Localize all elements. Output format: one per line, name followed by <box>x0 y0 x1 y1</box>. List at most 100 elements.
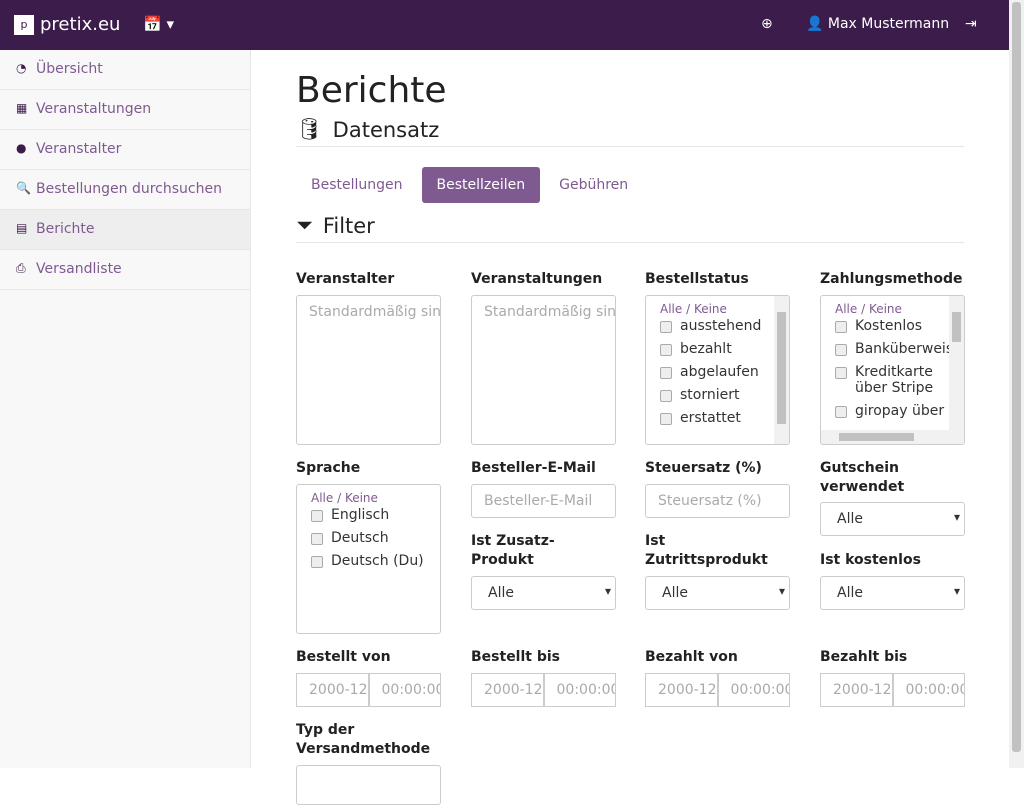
table-icon: ▤ <box>16 221 28 235</box>
events-placeholder: Standardmäßig sind alle ausgewählt <box>484 304 616 320</box>
voucher-select[interactable]: Alle <box>820 502 965 536</box>
organizer-label: Veranstalter <box>296 271 395 287</box>
brand-name: pretix.eu <box>40 14 121 35</box>
tab-fees[interactable]: Gebühren <box>559 177 629 193</box>
filter-icon: ⏷ <box>296 213 313 237</box>
tab-orders[interactable]: Bestellungen <box>311 177 403 193</box>
sidebar-item-label: Veranstalter <box>36 141 122 157</box>
filter-label: Filter <box>322 213 375 238</box>
sidebar-item-events[interactable]: ▦ Veranstaltungen <box>0 90 250 130</box>
free-select[interactable]: Alle <box>820 576 965 610</box>
sidebar-item-overview[interactable]: ◔ Übersicht <box>0 50 250 90</box>
events-label: Veranstaltungen <box>471 271 603 287</box>
page-title: Berichte <box>296 70 447 111</box>
status-label: Bestellstatus <box>645 271 749 287</box>
paid-to-date[interactable]: 2000-12-31 <box>820 673 893 707</box>
language-option[interactable]: Deutsch <box>311 530 426 546</box>
page-scrollbar[interactable] <box>1009 0 1024 768</box>
language-option[interactable]: Deutsch (Du) <box>311 553 426 569</box>
scrollbar[interactable] <box>774 296 789 444</box>
sidebar-item-label: Übersicht <box>36 61 103 77</box>
events-select[interactable]: Standardmäßig sind alle ausgewählt <box>471 295 616 445</box>
payment-checklist[interactable]: Alle / Keine Kostenlos Banküberweisung K… <box>820 295 965 445</box>
sidebar-item-reports[interactable]: ▤ Berichte <box>0 210 250 250</box>
ordered-to-date[interactable]: 2000-12-31 <box>471 673 544 707</box>
dataset-label: Datensatz <box>332 117 440 142</box>
horizontal-scrollbar[interactable] <box>821 430 951 444</box>
select-all-link[interactable]: Alle <box>660 302 683 316</box>
ordered-to-label: Bestellt bis <box>471 649 561 665</box>
main-content: Berichte 🛢 Datensatz Bestellungen Bestell… <box>296 50 965 805</box>
voucher-label: Gutschein verwendet <box>820 460 905 495</box>
dataset-tabs: Bestellungen Bestellzeilen Gebühren <box>296 167 964 203</box>
status-option[interactable]: abgelaufen <box>660 364 775 380</box>
ordered-from-time[interactable]: 00:00:00 <box>368 673 441 707</box>
help-lifebuoy-icon[interactable]: ⊕ <box>761 16 773 32</box>
tax-rate-input[interactable]: Steuersatz (%) <box>645 484 790 518</box>
sidebar-item-organizers[interactable]: ● Veranstalter <box>0 130 250 170</box>
logout-icon[interactable]: ⇥ <box>965 16 977 32</box>
select-all-link[interactable]: Alle <box>311 491 334 505</box>
status-option[interactable]: bezahlt <box>660 341 775 357</box>
organizer-select[interactable]: Standardmäßig sind alle ausgewählt <box>296 295 441 445</box>
payment-option[interactable]: Kreditkarte über Stripe <box>835 364 950 396</box>
sidebar-item-label: Berichte <box>36 221 95 237</box>
print-icon: ⎙ <box>16 261 26 275</box>
language-option[interactable]: Englisch <box>311 507 426 523</box>
sidebar-item-label: Bestellungen durchsuchen <box>36 181 222 197</box>
payment-label: Zahlungsmethode <box>820 271 963 287</box>
users-icon: ● <box>16 141 27 155</box>
admission-label: Ist Zutrittsprodukt <box>645 533 768 568</box>
ordered-from-label: Bestellt von <box>296 649 391 665</box>
shipping-label: Typ der Versandmethode <box>296 722 431 757</box>
select-all-link[interactable]: Alle <box>835 302 858 316</box>
pretix-logo-icon: p <box>14 14 34 35</box>
sidebar-item-label: Veranstaltungen <box>36 101 152 117</box>
admission-select[interactable]: Alle <box>645 576 790 610</box>
search-icon: 🔍 <box>16 181 31 195</box>
paid-to-time[interactable]: 00:00:00 <box>892 673 965 707</box>
event-calendar-dropdown[interactable]: 📅 ▾ <box>143 15 174 33</box>
language-label: Sprache <box>296 460 361 476</box>
sidebar-item-search-orders[interactable]: 🔍 Bestellungen durchsuchen <box>0 170 250 210</box>
ordered-from-date[interactable]: 2000-12-31 <box>296 673 369 707</box>
sidebar: ◔ Übersicht ▦ Veranstaltungen ● Veranstalte… <box>0 50 251 768</box>
paid-from-date[interactable]: 2000-12-31 <box>645 673 718 707</box>
payment-option[interactable]: giropay über <box>835 403 950 419</box>
calendar-icon: ▦ <box>16 101 28 115</box>
payment-option[interactable]: Kostenlos <box>835 318 950 334</box>
paid-to-label: Bezahlt bis <box>820 649 908 665</box>
language-checklist[interactable]: Alle / Keine Englisch Deutsch Deutsch (D… <box>296 484 441 634</box>
user-menu[interactable]: 👤 Max Mustermann <box>806 16 949 32</box>
email-input[interactable]: Besteller-E-Mail <box>471 484 616 518</box>
sidebar-item-shipping-list[interactable]: ⎙ Versandliste <box>0 250 250 290</box>
dashboard-icon: ◔ <box>16 61 27 75</box>
email-label: Besteller-E-Mail <box>471 460 596 476</box>
select-none-link[interactable]: Keine <box>868 302 902 316</box>
scrollbar[interactable] <box>949 296 964 444</box>
shipping-select[interactable] <box>296 765 441 805</box>
payment-option[interactable]: Banküberweisung <box>835 341 964 357</box>
user-name: Max Mustermann <box>827 16 950 32</box>
brand-link[interactable]: p pretix.eu <box>14 14 120 35</box>
sidebar-item-label: Versandliste <box>36 261 122 277</box>
paid-from-label: Bezahlt von <box>645 649 738 665</box>
organizer-placeholder: Standardmäßig sind alle ausgewählt <box>309 304 441 320</box>
select-none-link[interactable]: Keine <box>344 491 378 505</box>
addon-select[interactable]: Alle <box>471 576 616 610</box>
addon-label: Ist Zusatz-Produkt <box>471 533 555 568</box>
user-icon: 👤 <box>806 16 824 32</box>
ordered-to-time[interactable]: 00:00:00 <box>543 673 616 707</box>
dataset-heading: 🛢 Datensatz <box>296 117 964 147</box>
status-checklist[interactable]: Alle / Keine ausstehend bezahlt abgelauf… <box>645 295 790 445</box>
tab-order-positions[interactable]: Bestellzeilen <box>421 167 541 203</box>
status-option[interactable]: erstattet <box>660 410 775 426</box>
filter-heading: ⏷ Filter <box>296 213 964 243</box>
top-navbar: p pretix.eu 📅 ▾ ⊕ 👤 Max Mustermann ⇥ <box>0 0 1009 50</box>
tax-label: Steuersatz (%) <box>645 460 762 476</box>
status-option[interactable]: ausstehend <box>660 318 775 334</box>
status-option[interactable]: storniert <box>660 387 775 403</box>
free-label: Ist kostenlos <box>820 552 921 568</box>
paid-from-time[interactable]: 00:00:00 <box>717 673 790 707</box>
select-none-link[interactable]: Keine <box>693 302 727 316</box>
